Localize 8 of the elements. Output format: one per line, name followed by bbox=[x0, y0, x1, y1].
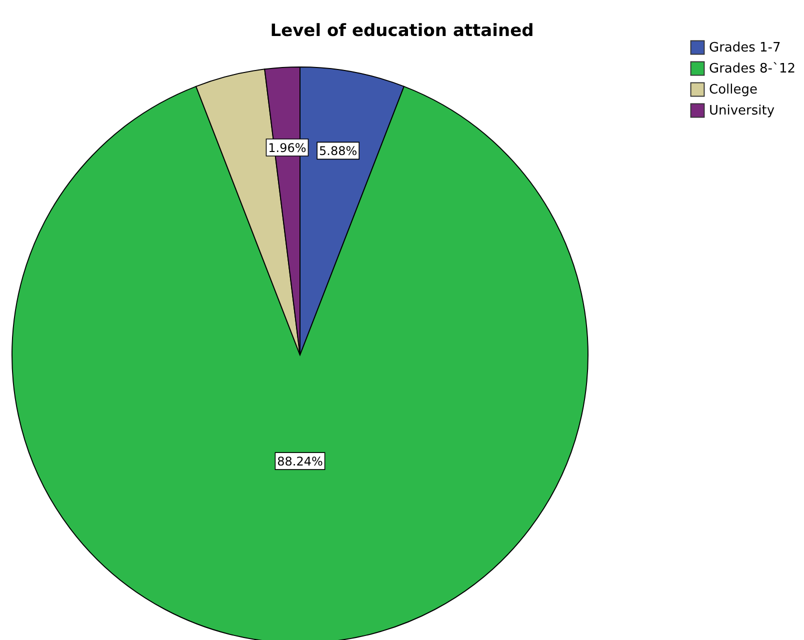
legend-label: Grades 8-`12 bbox=[709, 62, 796, 76]
data-label: 1.96% bbox=[268, 141, 306, 156]
data-label: 88.24% bbox=[277, 454, 323, 469]
data-label: 5.88% bbox=[319, 144, 358, 158]
chart-title: Level of education attained bbox=[270, 21, 534, 41]
legend-label: Grades 1-7 bbox=[709, 40, 781, 56]
legend-label: College bbox=[709, 82, 758, 98]
legend-label: University bbox=[709, 104, 775, 118]
